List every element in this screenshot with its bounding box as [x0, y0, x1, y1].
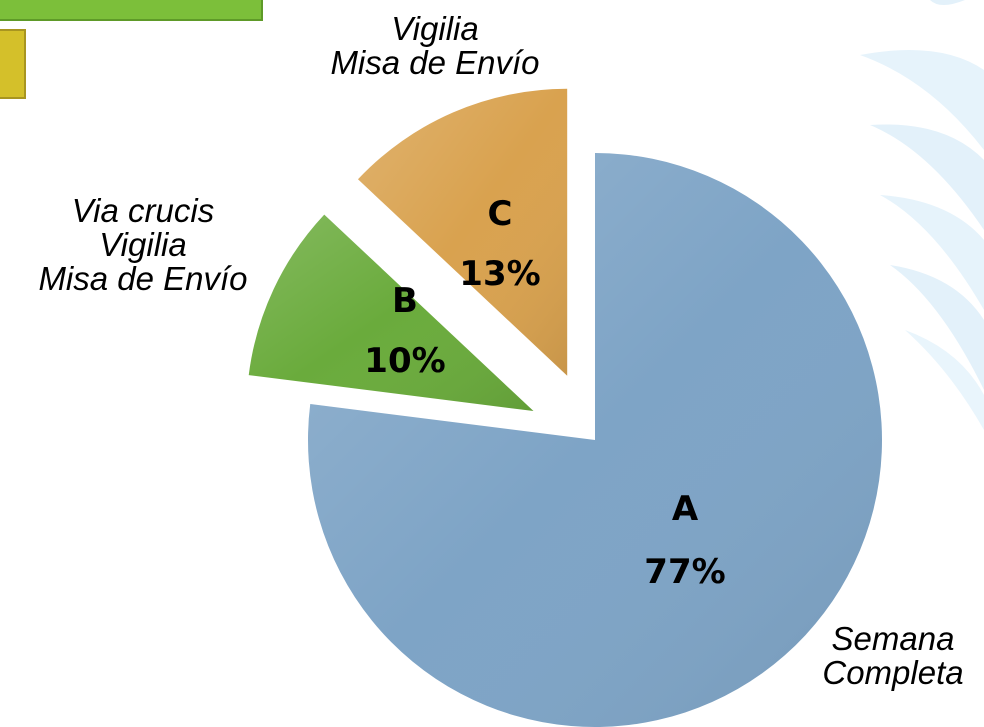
value-label: 77%	[644, 552, 725, 592]
slice-description: Vigilia	[391, 10, 478, 47]
slice-sheen	[357, 88, 568, 376]
slice-description: Misa de Envío	[38, 260, 247, 297]
slice-description: Semana	[832, 620, 955, 657]
value-label: 10%	[364, 341, 445, 381]
slice-sheen	[248, 214, 534, 412]
category-label: A	[672, 489, 699, 529]
slice-description: Completa	[822, 654, 963, 691]
decoration	[0, 0, 984, 430]
category-label: B	[392, 281, 418, 321]
slice-description: Vigilia	[99, 226, 186, 263]
slice-sheen	[307, 153, 883, 727]
pie	[248, 88, 883, 727]
value-label: 13%	[459, 254, 540, 294]
category-label: C	[488, 194, 513, 234]
slice-description: Misa de Envío	[330, 44, 539, 81]
slice-description: Via crucis	[72, 192, 214, 229]
